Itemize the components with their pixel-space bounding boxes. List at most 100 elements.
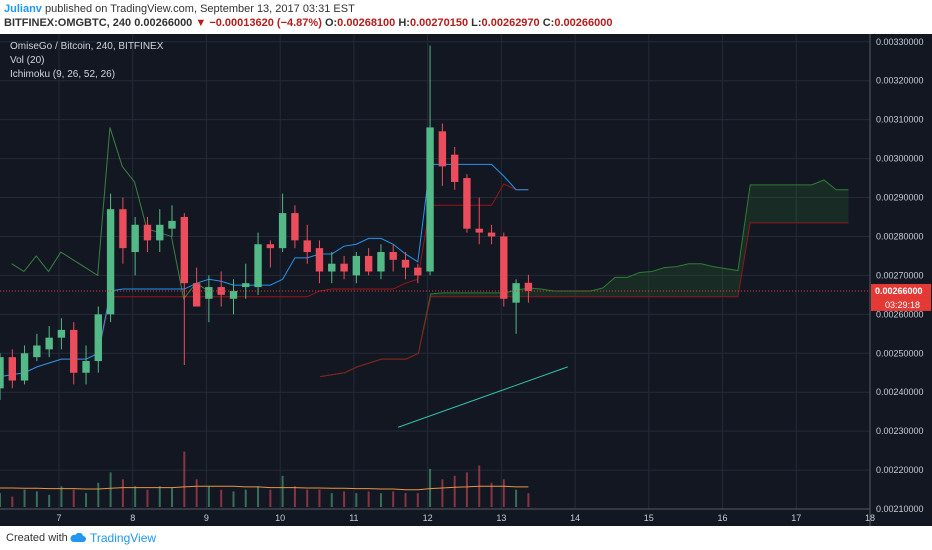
candle-body (94, 314, 102, 362)
x-tick-label: 7 (56, 513, 61, 523)
y-tick-label: 0.00290000 (876, 193, 924, 203)
volume-bar (330, 493, 333, 507)
candle-body (180, 216, 189, 284)
ohlc-high: 0.00270150 (409, 17, 469, 29)
ichimoku-kijun (0, 183, 529, 378)
volume-bar (146, 489, 149, 507)
volume-bar (60, 486, 63, 507)
candle-body (229, 290, 238, 299)
volume-bar (72, 489, 75, 507)
footer: Created with TradingView (0, 526, 932, 550)
ichimoku-chikou (11, 127, 209, 300)
x-tick-label: 16 (718, 513, 728, 523)
candle-body (512, 283, 520, 303)
legend-ichimoku[interactable]: Ichimoku (9, 26, 52, 26) (10, 69, 116, 80)
candle-body (0, 357, 4, 389)
candlestick-chart[interactable]: 0.00210000 0.00220000 0.00230000 0.00240000… (0, 34, 932, 526)
volume-bar (502, 479, 505, 507)
candle-body (242, 283, 250, 288)
author-link[interactable]: Julianv (4, 3, 42, 15)
y-tick-label: 0.00310000 (876, 115, 924, 125)
candle-body (364, 255, 373, 272)
candle-body (475, 228, 483, 233)
candle-body (156, 224, 164, 241)
volume-bar (207, 486, 210, 507)
volume-bar (293, 486, 296, 507)
legend-volume[interactable]: Vol (20) (10, 55, 45, 66)
y-tick-label: 0.00320000 (876, 76, 924, 86)
volume-bar (35, 491, 38, 507)
candle-body (45, 337, 53, 350)
y-tick-label: 0.00230000 (876, 426, 924, 436)
candle-body (106, 209, 115, 315)
candle-body (426, 127, 434, 272)
candle-body (217, 287, 225, 295)
ohlc-high-label: H: (398, 17, 410, 29)
volume-bar (85, 493, 88, 507)
candle-body (205, 287, 213, 299)
x-tick-label: 13 (496, 513, 506, 523)
x-tick-label: 17 (791, 513, 801, 523)
symbol-label: BITFINEX:OMGBTC, 240 (4, 17, 132, 29)
candle-body (131, 224, 139, 253)
volume-bar (134, 486, 137, 507)
candle-body (119, 209, 127, 249)
trend-line (397, 366, 568, 428)
candle-body (291, 213, 299, 241)
volume-bar (232, 491, 235, 507)
candle-body (168, 220, 176, 229)
ichimoku-span-b (320, 222, 849, 378)
volume-bar (183, 451, 186, 507)
symbol-quote-line: BITFINEX:OMGBTC, 240 0.00266000 ▼ −0.000… (4, 17, 612, 29)
volume-bar (220, 489, 223, 507)
volume-bar (465, 472, 468, 507)
volume-bar (318, 489, 321, 507)
created-with-label: Created with (6, 532, 68, 544)
candle-body (414, 267, 422, 276)
candle-body (82, 361, 90, 373)
y-tick-label: 0.00280000 (876, 231, 924, 241)
candle-body (438, 131, 447, 167)
y-tick-label: 0.00300000 (876, 154, 924, 164)
volume-bar (343, 491, 346, 507)
ohlc-close: 0.00266000 (554, 17, 613, 29)
candle-body (192, 283, 201, 307)
x-tick-label: 11 (349, 513, 358, 523)
volume-bar (416, 493, 419, 507)
last-price: 0.00266000 (134, 17, 193, 29)
candle-body (70, 329, 78, 373)
volume-bar (306, 489, 309, 507)
volume-ma-line (0, 485, 529, 491)
volume-bar (11, 496, 14, 507)
current-price-label: 0.00266000 (875, 286, 923, 296)
volume-bar (379, 493, 382, 507)
volume-bar (515, 489, 518, 507)
candle-body (33, 345, 41, 358)
price-change: −0.00013620 (−4.87%) (209, 17, 322, 29)
volume-bar (404, 493, 407, 507)
candle-body (389, 252, 397, 260)
volume-bar (0, 493, 1, 507)
chart-area[interactable]: 0.00210000 0.00220000 0.00230000 0.00240000… (0, 34, 932, 526)
candle-body (524, 282, 533, 291)
y-tick-label: 0.00250000 (876, 348, 924, 358)
tradingview-brand[interactable]: TradingView (90, 531, 157, 545)
candle-body (266, 244, 275, 249)
volume-bar (392, 491, 395, 507)
y-tick-label: 0.00330000 (876, 37, 924, 47)
volume-bar (355, 493, 358, 507)
ohlc-low-label: L: (471, 17, 482, 29)
candle-body (315, 248, 324, 272)
legend-title: OmiseGo / Bitcoin, 240, BITFINEX (10, 41, 164, 52)
volume-bar (490, 482, 493, 507)
y-tick-label: 0.00240000 (876, 387, 924, 397)
ichimoku-cloud (320, 180, 849, 377)
y-tick-label: 0.00270000 (876, 270, 924, 280)
publish-line: Julianv published on TradingView.com, Se… (4, 3, 355, 15)
volume-bar (195, 479, 198, 507)
x-tick-label: 8 (130, 513, 135, 523)
candle-body (377, 252, 385, 272)
volume-bar (281, 475, 284, 507)
candle-body (450, 154, 459, 182)
volume-bar (97, 482, 100, 507)
